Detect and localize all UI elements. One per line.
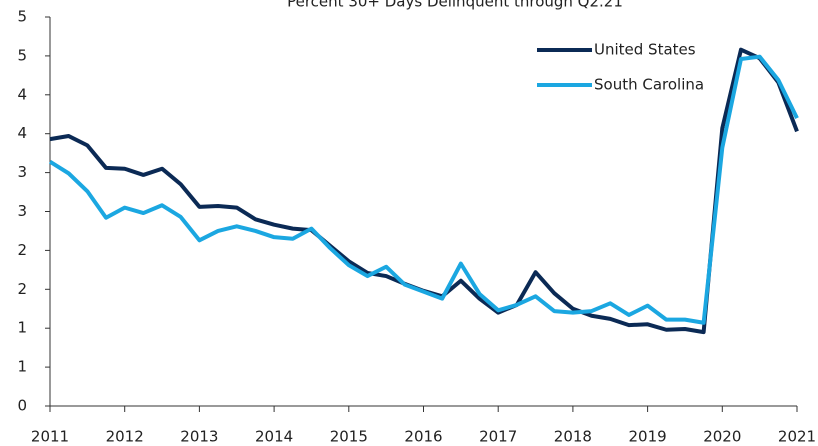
- x-tick-label: 2016: [404, 428, 442, 446]
- y-tick-label: 5: [17, 46, 27, 64]
- x-tick-label: 2011: [31, 428, 69, 446]
- x-tick-label: 2013: [180, 428, 218, 446]
- x-tick-label: 2021: [778, 428, 816, 446]
- y-tick-label: 3: [17, 202, 27, 220]
- x-tick-label: 2018: [554, 428, 592, 446]
- y-tick-label: 2: [17, 280, 27, 298]
- y-tick-label: 1: [17, 358, 27, 376]
- chart-title: Percent 30+ Days Delinquent through Q2.2…: [287, 0, 623, 11]
- y-tick-label: 3: [17, 163, 27, 181]
- legend-label: South Carolina: [594, 76, 704, 94]
- y-tick-label: 1: [17, 319, 27, 337]
- x-tick-label: 2014: [255, 428, 293, 446]
- y-tick-label: 4: [17, 85, 27, 103]
- x-tick-label: 2015: [330, 428, 368, 446]
- y-tick-label: 0: [17, 397, 27, 415]
- x-tick-label: 2020: [703, 428, 741, 446]
- x-tick-label: 2017: [479, 428, 517, 446]
- y-tick-label: 2: [17, 241, 27, 259]
- y-tick-label: 4: [17, 124, 27, 142]
- x-tick-label: 2019: [629, 428, 667, 446]
- y-tick-label: 5: [17, 8, 27, 26]
- legend-label: United States: [594, 41, 696, 59]
- line-series: [48, 54, 799, 325]
- x-tick-label: 2012: [106, 428, 144, 446]
